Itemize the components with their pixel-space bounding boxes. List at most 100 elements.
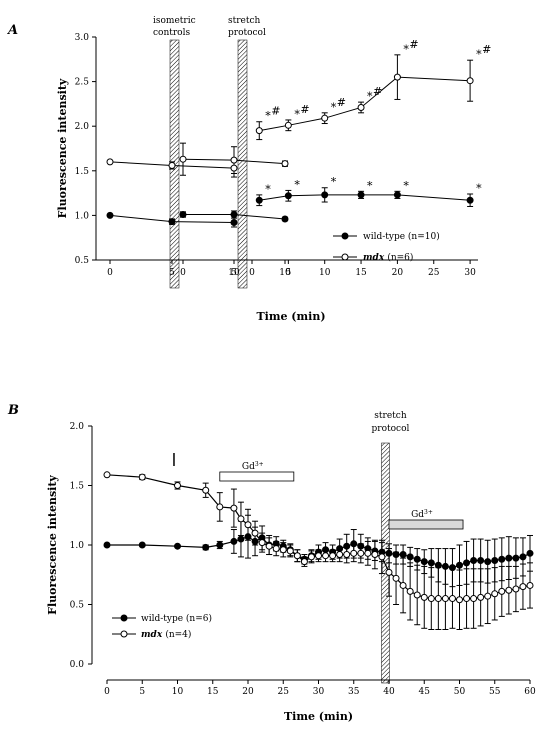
data-point-mdx [138, 473, 146, 481]
data-point-mdx [491, 590, 499, 598]
stretch-gap-hatch [237, 39, 248, 289]
data-point-wild-type [174, 542, 181, 550]
data-point-mdx [393, 73, 401, 81]
data-point-wild-type [230, 219, 238, 227]
legend-marker-mdx [120, 630, 128, 638]
data-point-wild-type [505, 554, 513, 562]
data-point-mdx [281, 160, 289, 168]
y-tick-label: 1.0 [70, 541, 85, 551]
legend-series-name: wild-type [141, 614, 186, 624]
data-point-mdx [322, 552, 330, 560]
data-point-wild-type [512, 554, 520, 562]
data-point-mdx [279, 546, 287, 554]
data-point-mdx [321, 114, 329, 122]
gd-application-bar [388, 519, 464, 530]
data-point-wild-type [399, 551, 407, 559]
data-point-mdx [168, 161, 176, 169]
legend-n-label: (n=4) [165, 629, 191, 640]
data-point-mdx [293, 552, 301, 560]
data-point-mdx [336, 551, 344, 559]
data-point-mdx [300, 558, 308, 566]
data-point-mdx [350, 549, 358, 557]
data-point-mdx [284, 121, 292, 129]
y-tick-label: 1.5 [75, 167, 90, 177]
data-point-wild-type [321, 191, 329, 199]
y-tick-label: 3.0 [75, 33, 90, 43]
data-point-wild-type [393, 191, 401, 199]
data-point-mdx [106, 158, 114, 166]
annotation-stretch-line2: protocol [228, 28, 266, 38]
x-tick-label: 0 [107, 268, 113, 278]
data-point-mdx [441, 595, 449, 603]
gd-application-bar [219, 471, 295, 482]
data-point-wild-type [498, 555, 506, 563]
significance-asterisk: * [265, 110, 271, 123]
data-point-mdx [251, 529, 259, 537]
data-point-mdx [385, 568, 393, 576]
data-point-wild-type [427, 559, 435, 567]
data-point-wild-type [138, 541, 146, 549]
series-line-mdx [259, 76, 471, 132]
significance-asterisk: * [367, 179, 373, 192]
x-tick-label: 0 [104, 687, 110, 697]
data-point-wild-type [456, 561, 463, 569]
data-point-mdx [456, 596, 463, 604]
significance-hash: # [300, 103, 309, 116]
data-point-wild-type [357, 191, 365, 199]
data-point-mdx [466, 77, 474, 85]
significance-hash: # [482, 43, 491, 56]
data-point-wild-type [179, 211, 187, 219]
x-tick-label: 25 [278, 687, 290, 697]
panel-b-chart: B 0.0 0.5 1.0 1.5 2.0 0 5 10 15 20 25 30 35 40 45 50 55 60… [7, 403, 536, 723]
x-tick-label: 20 [392, 268, 404, 278]
legend-marker-wild-type [341, 232, 349, 240]
x-tick-label: 5 [139, 687, 145, 697]
data-point-wild-type [281, 215, 289, 223]
y-tick-label: 0.5 [75, 256, 90, 266]
data-point-mdx [202, 486, 210, 494]
legend-label-mdx: mdx (n=4) [141, 629, 191, 640]
annotation-isometric-line2: controls [153, 28, 190, 38]
legend-label-mdx: mdx (n=6) [363, 252, 413, 263]
data-point-wild-type [103, 541, 111, 549]
data-point-wild-type [406, 553, 414, 561]
panel-label-a: A [6, 23, 18, 38]
significance-asterisk: * [331, 176, 337, 189]
significance-asterisk: * [294, 178, 300, 191]
data-point-mdx [258, 539, 266, 547]
significance-hash: # [409, 38, 418, 51]
legend-marker-wild-type [120, 614, 128, 622]
significance-hash: # [337, 96, 346, 109]
data-point-mdx [307, 553, 315, 561]
legend-series-name: wild-type [363, 232, 408, 242]
y-axis-title: Fluorescence intensity [56, 78, 69, 218]
x-tick-label: 20 [242, 687, 254, 697]
y-tick-label: 0.0 [70, 660, 85, 670]
data-point-mdx [244, 521, 252, 529]
data-point-mdx [315, 552, 322, 560]
data-point-mdx [230, 504, 238, 512]
x-tick-label: 50 [454, 687, 466, 697]
data-point-wild-type [230, 537, 238, 545]
data-point-mdx [519, 583, 527, 591]
data-point-mdx [357, 103, 365, 111]
data-point-mdx [413, 591, 421, 599]
data-point-wild-type [484, 558, 492, 566]
significance-asterisk: * [294, 108, 300, 121]
x-tick-label: 0 [180, 268, 186, 278]
data-point-wild-type [216, 541, 224, 549]
y-axis-title: Fluorescence intensity [46, 475, 59, 615]
data-point-mdx [399, 581, 407, 589]
series-line-wild-type [259, 194, 471, 201]
data-point-mdx [512, 585, 520, 593]
x-axis-title: Time (min) [256, 310, 325, 323]
significance-asterisk: * [476, 48, 482, 61]
panel-a-chart: A0.51.01.52.02.53.005100510051015202530F… [6, 16, 491, 323]
significance-hash: # [373, 85, 382, 98]
legend-n-label: (n=10) [408, 231, 440, 242]
x-tick-label: 25 [428, 268, 440, 278]
x-tick-label: 30 [464, 268, 476, 278]
data-point-mdx [357, 549, 365, 557]
data-point-mdx [498, 587, 506, 595]
